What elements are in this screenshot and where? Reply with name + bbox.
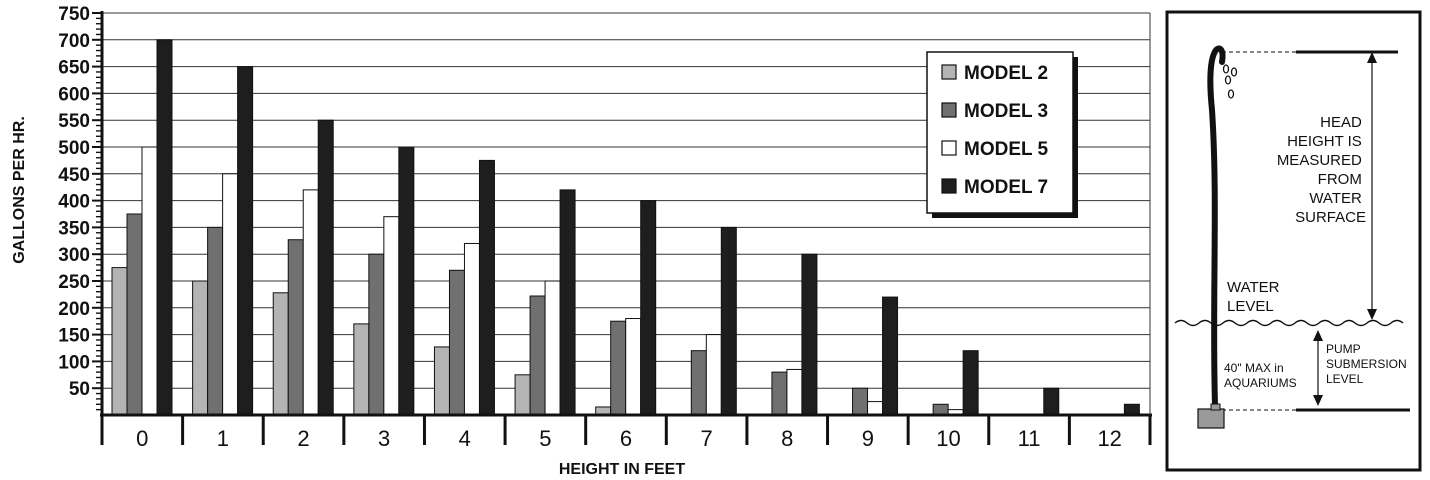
bar <box>237 66 254 416</box>
y-tick-label: 50 <box>69 379 90 400</box>
pump-submersion-label: PUMP SUBMERSION LEVEL <box>1326 342 1410 386</box>
bar <box>610 320 627 416</box>
bar <box>1123 403 1140 416</box>
diagram-frame <box>1165 10 1422 472</box>
bar <box>141 146 158 416</box>
legend-label: MODEL 3 <box>964 101 1048 122</box>
x-tick-label: 1 <box>217 426 229 451</box>
y-tick-label: 500 <box>58 138 90 159</box>
bar <box>720 226 737 416</box>
y-tick-label: 450 <box>58 165 90 186</box>
bar <box>463 242 480 416</box>
bar <box>932 403 949 416</box>
submersion-arrow-bottom <box>1313 395 1323 406</box>
bar <box>559 189 576 416</box>
bar <box>317 119 334 416</box>
legend-swatch <box>941 178 957 194</box>
pump-outlet <box>1210 403 1221 411</box>
x-tick-label: 6 <box>620 426 632 451</box>
bar <box>126 213 143 416</box>
bar <box>786 368 803 416</box>
bar <box>448 269 465 416</box>
bar <box>302 189 319 416</box>
y-tick-label: 600 <box>58 84 90 105</box>
legend-label: MODEL 7 <box>964 177 1048 198</box>
submersion-arrow-top <box>1313 330 1323 341</box>
y-tick-label: 400 <box>58 192 90 213</box>
y-tick-label: 700 <box>58 31 90 52</box>
bar <box>207 226 224 416</box>
y-tick-label: 300 <box>58 245 90 266</box>
legend-label: MODEL 2 <box>964 63 1048 84</box>
bar <box>962 350 979 416</box>
bar <box>705 334 722 416</box>
bar <box>867 401 884 416</box>
bar <box>272 292 289 416</box>
x-tick-label: 9 <box>862 426 874 451</box>
tube <box>1207 45 1226 408</box>
bar <box>625 318 642 416</box>
head-arrow-top <box>1367 52 1377 63</box>
bar <box>222 173 239 416</box>
pump <box>1197 408 1225 429</box>
legend-swatch <box>941 140 957 156</box>
y-tick-label: 250 <box>58 272 90 293</box>
y-tick-label: 350 <box>58 218 90 239</box>
x-tick-label: 0 <box>136 426 148 451</box>
head-height-label: HEAD HEIGHT IS MEASURED FROM WATER SURFA… <box>1277 114 1366 226</box>
bar <box>383 216 400 416</box>
bar <box>433 346 450 416</box>
x-tick-label: 11 <box>1018 426 1041 451</box>
x-tick-label: 3 <box>378 426 390 451</box>
bars <box>111 39 1140 416</box>
x-tick-label: 12 <box>1097 426 1121 451</box>
x-tick-label: 4 <box>459 426 471 451</box>
bar <box>690 350 707 416</box>
legend-swatch <box>941 102 957 118</box>
bar <box>478 159 495 416</box>
legend: MODEL 2 MODEL 3 MODEL 5 MODEL 7 <box>926 51 1078 218</box>
bar <box>801 253 818 416</box>
y-tick-label: 150 <box>58 326 90 347</box>
bar <box>529 295 546 416</box>
y-tick-label: 200 <box>58 299 90 320</box>
bar <box>640 200 657 416</box>
water-droplets <box>1222 64 1238 99</box>
legend-swatch <box>941 64 957 80</box>
y-tick-label: 100 <box>58 352 90 373</box>
head-arrow-bottom <box>1367 309 1377 320</box>
x-tick-label: 2 <box>297 426 309 451</box>
bar <box>368 253 385 416</box>
head-height-diagram: HEAD HEIGHT IS MEASURED FROM WATER SURFA… <box>1165 10 1422 472</box>
x-tick-label: 8 <box>781 426 793 451</box>
y-tick-labels: 50 100 150 200 250 300 350 400 450 500 550 600 650 70… <box>58 4 90 400</box>
bar <box>544 280 561 416</box>
x-tick-label: 7 <box>700 426 712 451</box>
y-tick-label: 650 <box>58 58 90 79</box>
bar <box>852 387 869 416</box>
bar <box>287 239 304 416</box>
water-level-label: WATER LEVEL <box>1227 279 1284 315</box>
bar <box>353 323 370 416</box>
bar <box>771 371 788 416</box>
bar <box>1043 387 1060 416</box>
x-axis-title: HEIGHT IN FEET <box>559 461 685 478</box>
x-tick-labels: 0 1 2 3 4 5 6 7 8 9 10 11 12 <box>136 426 1122 451</box>
x-tick-label: 5 <box>539 426 551 451</box>
bar <box>111 267 128 416</box>
legend-label: MODEL 5 <box>964 139 1049 160</box>
bar <box>882 296 899 416</box>
bar <box>514 374 531 416</box>
axes <box>92 11 1152 445</box>
y-tick-label: 550 <box>58 111 90 132</box>
bar <box>398 146 415 416</box>
water-surface <box>1174 319 1404 327</box>
y-tick-label: 750 <box>58 4 90 25</box>
y-axis-title: GALLONS PER HR. <box>11 116 28 264</box>
x-tick-label: 10 <box>936 426 960 451</box>
bar <box>192 280 209 416</box>
max-depth-label: 40" MAX in AQUARIUMS <box>1224 361 1297 390</box>
bar <box>156 39 173 416</box>
